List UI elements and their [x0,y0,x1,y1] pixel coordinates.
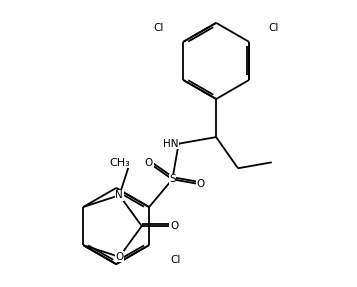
Text: Cl: Cl [153,23,164,33]
Text: Cl: Cl [170,255,181,265]
Text: O: O [115,252,124,262]
Text: Cl: Cl [269,23,279,33]
Text: CH₃: CH₃ [109,158,130,168]
Text: N: N [116,190,123,200]
Text: O: O [196,179,205,189]
Text: S: S [169,174,176,184]
Text: O: O [145,158,153,168]
Text: HN: HN [163,139,178,149]
Text: O: O [170,221,178,231]
